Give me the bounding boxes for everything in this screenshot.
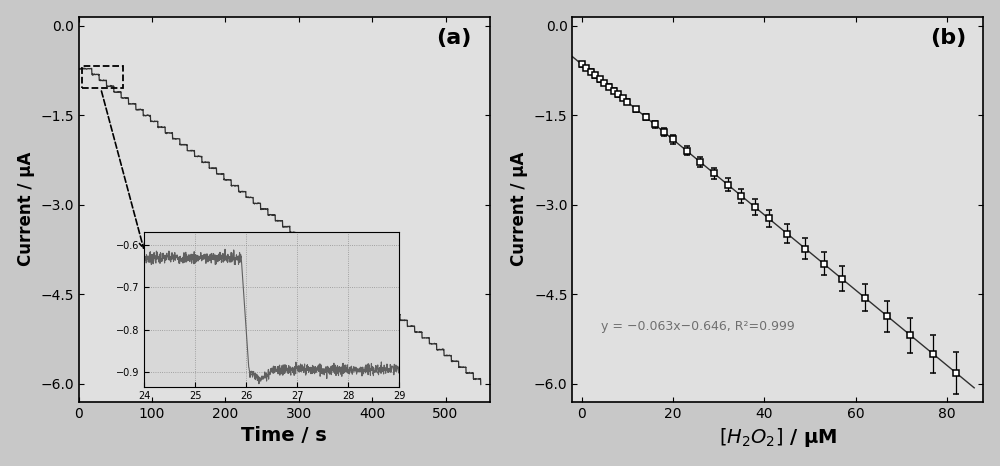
Text: (a): (a) bbox=[436, 28, 472, 48]
X-axis label: Time / s: Time / s bbox=[241, 426, 327, 445]
Text: (b): (b) bbox=[930, 28, 966, 48]
Y-axis label: Current / μA: Current / μA bbox=[510, 152, 528, 267]
Bar bbox=[82, 66, 123, 89]
X-axis label: $[H_2O_2]$ / μM: $[H_2O_2]$ / μM bbox=[719, 426, 837, 449]
Y-axis label: Current / μA: Current / μA bbox=[17, 152, 35, 267]
Text: y = −0.063x−0.646, R²=0.999: y = −0.063x−0.646, R²=0.999 bbox=[601, 320, 795, 333]
